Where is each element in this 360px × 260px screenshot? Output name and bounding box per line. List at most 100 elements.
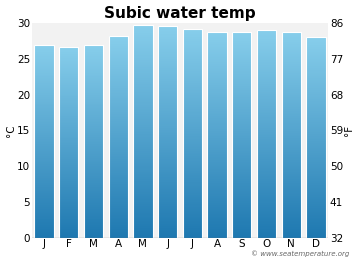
- Bar: [282, 222, 301, 223]
- Bar: [183, 102, 202, 103]
- Bar: [183, 104, 202, 105]
- Bar: [232, 127, 252, 128]
- Bar: [183, 50, 202, 51]
- Bar: [282, 224, 301, 225]
- Bar: [133, 204, 153, 205]
- Bar: [282, 226, 301, 228]
- Bar: [183, 204, 202, 205]
- Bar: [59, 183, 78, 184]
- Bar: [158, 157, 177, 158]
- Bar: [183, 234, 202, 235]
- Bar: [183, 119, 202, 120]
- Bar: [108, 157, 128, 158]
- Bar: [34, 171, 54, 172]
- Bar: [257, 144, 276, 145]
- Bar: [158, 230, 177, 231]
- Bar: [257, 120, 276, 121]
- Bar: [108, 58, 128, 59]
- Bar: [158, 201, 177, 202]
- Bar: [306, 105, 326, 106]
- Bar: [158, 80, 177, 81]
- Bar: [133, 90, 153, 91]
- Bar: [183, 29, 202, 30]
- Bar: [59, 80, 78, 81]
- Bar: [183, 149, 202, 150]
- Bar: [133, 179, 153, 180]
- Bar: [59, 136, 78, 138]
- Bar: [84, 46, 103, 47]
- Bar: [232, 202, 252, 203]
- Bar: [306, 182, 326, 183]
- Bar: [183, 187, 202, 188]
- Bar: [232, 193, 252, 194]
- Bar: [282, 84, 301, 85]
- Bar: [232, 179, 252, 180]
- Bar: [207, 35, 227, 36]
- Bar: [59, 162, 78, 163]
- Bar: [306, 116, 326, 118]
- Bar: [282, 71, 301, 72]
- Bar: [84, 142, 103, 143]
- Bar: [257, 51, 276, 52]
- Bar: [257, 166, 276, 167]
- Bar: [108, 191, 128, 192]
- Bar: [232, 203, 252, 204]
- Bar: [232, 135, 252, 136]
- Bar: [59, 187, 78, 188]
- Bar: [59, 62, 78, 63]
- Bar: [84, 202, 103, 203]
- Bar: [84, 165, 103, 166]
- Bar: [207, 50, 227, 51]
- Bar: [59, 231, 78, 232]
- Bar: [306, 207, 326, 208]
- Bar: [133, 81, 153, 82]
- Bar: [183, 88, 202, 89]
- Bar: [108, 86, 128, 87]
- Bar: [282, 172, 301, 173]
- Bar: [59, 227, 78, 228]
- Bar: [59, 186, 78, 187]
- Bar: [207, 110, 227, 111]
- Bar: [232, 73, 252, 74]
- Bar: [133, 122, 153, 123]
- Bar: [84, 141, 103, 142]
- Bar: [257, 223, 276, 224]
- Bar: [207, 127, 227, 128]
- Bar: [306, 191, 326, 192]
- Bar: [133, 119, 153, 121]
- Bar: [34, 170, 54, 171]
- Bar: [158, 147, 177, 148]
- Bar: [306, 57, 326, 58]
- Bar: [257, 225, 276, 226]
- Bar: [282, 70, 301, 71]
- Bar: [133, 73, 153, 74]
- Bar: [207, 185, 227, 186]
- Bar: [59, 217, 78, 218]
- Bar: [108, 41, 128, 42]
- Bar: [108, 72, 128, 73]
- Bar: [108, 42, 128, 43]
- Bar: [232, 56, 252, 57]
- Bar: [158, 127, 177, 128]
- Bar: [232, 68, 252, 69]
- Bar: [158, 220, 177, 221]
- Bar: [59, 127, 78, 128]
- Bar: [183, 75, 202, 76]
- Bar: [84, 59, 103, 60]
- Bar: [84, 89, 103, 90]
- Bar: [34, 85, 54, 86]
- Bar: [34, 67, 54, 68]
- Bar: [207, 225, 227, 226]
- Bar: [108, 196, 128, 197]
- Bar: [282, 232, 301, 233]
- Bar: [183, 73, 202, 74]
- Bar: [183, 33, 202, 34]
- Bar: [207, 171, 227, 172]
- Bar: [108, 53, 128, 54]
- Bar: [306, 197, 326, 198]
- Bar: [158, 198, 177, 199]
- Bar: [207, 98, 227, 99]
- Bar: [306, 174, 326, 175]
- Bar: [158, 208, 177, 209]
- Bar: [34, 188, 54, 190]
